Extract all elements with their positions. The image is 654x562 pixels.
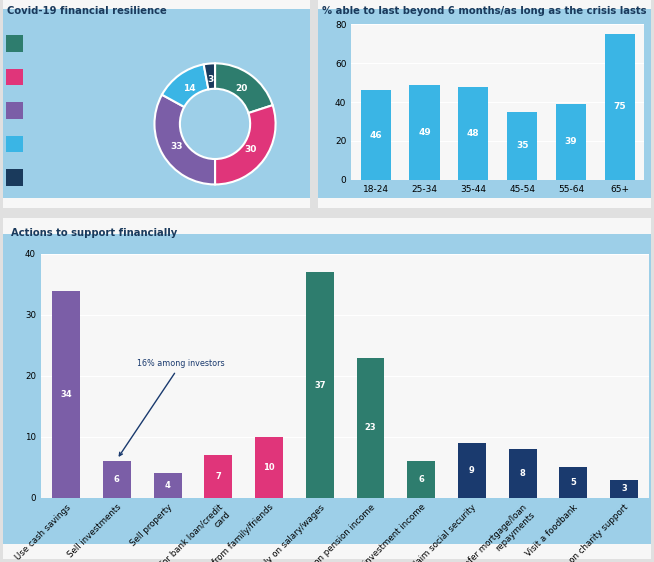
Text: Already relying on
others/credit: Already relying on others/credit <box>28 171 92 184</box>
Text: Finances will survive
however long the crisis lasts: Finances will survive however long the c… <box>28 37 128 50</box>
Text: Would struggle beyond
3-6 months: Would struggle beyond 3-6 months <box>28 104 109 117</box>
Text: Covid-19 financial resilience: Covid-19 financial resilience <box>7 6 167 16</box>
Bar <box>7 136 24 152</box>
Bar <box>7 102 24 119</box>
Text: % able to last beyond 6 months/as long as the crisis lasts: % able to last beyond 6 months/as long a… <box>322 6 647 16</box>
Text: Actions to support financially: Actions to support financially <box>11 228 177 238</box>
Bar <box>7 35 24 52</box>
Bar <box>7 169 24 186</box>
Text: Already struggling
financially: Already struggling financially <box>28 137 92 151</box>
Bar <box>7 69 24 85</box>
Text: Finances will last beyond
six months: Finances will last beyond six months <box>28 70 115 84</box>
